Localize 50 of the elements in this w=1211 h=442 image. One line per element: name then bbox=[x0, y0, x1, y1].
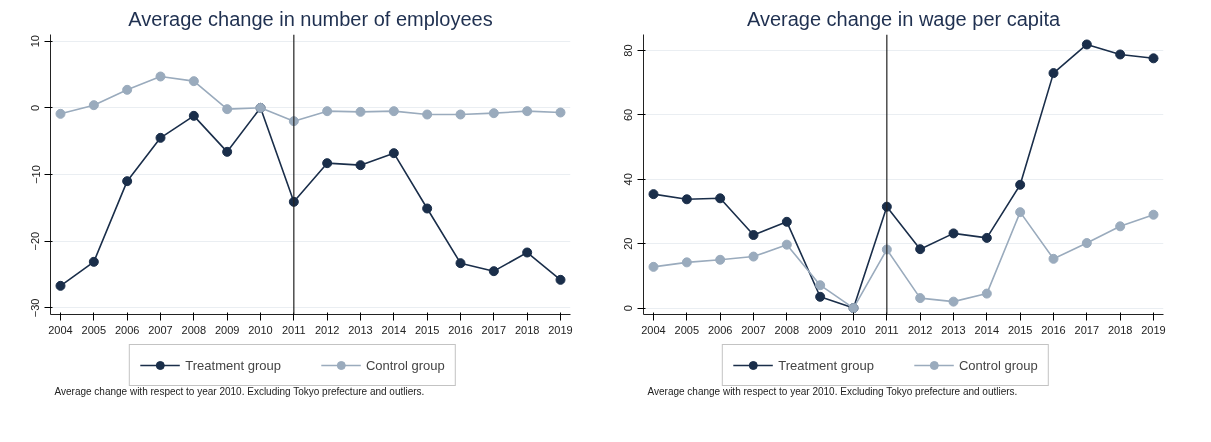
y-tick-label: −10 bbox=[29, 165, 42, 184]
x-tick-label: 2004 bbox=[48, 323, 73, 336]
x-tick-label: 2012 bbox=[907, 323, 933, 336]
x-tick-label: 2019 bbox=[1141, 323, 1166, 336]
x-tick-label: 2018 bbox=[1107, 323, 1133, 336]
legend-label: Treatment group bbox=[778, 357, 874, 373]
y-tick-label: 60 bbox=[622, 108, 635, 122]
x-tick-label: 2016 bbox=[448, 323, 473, 336]
x-tick-label: 2006 bbox=[707, 323, 733, 336]
x-tick-label: 2011 bbox=[282, 323, 306, 336]
y-tick-label: 0 bbox=[29, 104, 42, 111]
y-tick-label: −20 bbox=[29, 231, 42, 251]
x-tick-label: 2012 bbox=[314, 323, 340, 336]
legend-label: Control group bbox=[365, 357, 445, 373]
chart-title: Average change in number of employees bbox=[128, 7, 493, 30]
x-tick-label: 2015 bbox=[414, 323, 440, 336]
x-tick-label: 2009 bbox=[214, 323, 240, 336]
y-tick-label: 80 bbox=[622, 44, 635, 57]
x-tick-label: 2013 bbox=[941, 323, 966, 336]
x-tick-label: 2005 bbox=[81, 323, 107, 336]
chart-title: Average change in wage per capita bbox=[746, 7, 1061, 30]
x-tick-label: 2009 bbox=[807, 323, 833, 336]
x-tick-label: 2010 bbox=[841, 323, 866, 336]
x-tick-label: 2004 bbox=[641, 323, 666, 336]
x-tick-label: 2005 bbox=[674, 323, 700, 336]
y-tick-label: 10 bbox=[29, 35, 42, 48]
legend-label: Treatment group bbox=[185, 357, 281, 373]
y-tick-label: −30 bbox=[29, 298, 42, 318]
x-tick-label: 2017 bbox=[481, 323, 507, 336]
x-tick-label: 2011 bbox=[875, 323, 899, 336]
x-tick-label: 2007 bbox=[148, 323, 173, 336]
x-tick-label: 2013 bbox=[348, 323, 373, 336]
text: Average change with respect to year 2010. Excluding Tokyo prefecture and outliers. bbox=[54, 385, 425, 397]
x-tick-label: 2014 bbox=[974, 323, 1000, 336]
x-tick-label: 2015 bbox=[1007, 323, 1033, 336]
x-tick-label: 2008 bbox=[774, 323, 800, 336]
x-tick-label: 2007 bbox=[741, 323, 766, 336]
text: Average change with respect to year 2010. Excluding Tokyo prefecture and outliers. bbox=[647, 385, 1018, 397]
x-tick-label: 2018 bbox=[514, 323, 540, 336]
x-tick-label: 2017 bbox=[1074, 323, 1100, 336]
y-tick-label: 0 bbox=[622, 305, 635, 312]
x-tick-label: 2006 bbox=[114, 323, 140, 336]
legend-label: Control group bbox=[958, 357, 1038, 373]
x-tick-label: 2008 bbox=[181, 323, 207, 336]
x-tick-label: 2016 bbox=[1041, 323, 1066, 336]
x-tick-label: 2010 bbox=[248, 323, 273, 336]
y-tick-label: 40 bbox=[622, 173, 635, 186]
y-tick-label: 20 bbox=[622, 237, 635, 250]
x-tick-label: 2014 bbox=[381, 323, 407, 336]
x-tick-label: 2019 bbox=[548, 323, 573, 336]
